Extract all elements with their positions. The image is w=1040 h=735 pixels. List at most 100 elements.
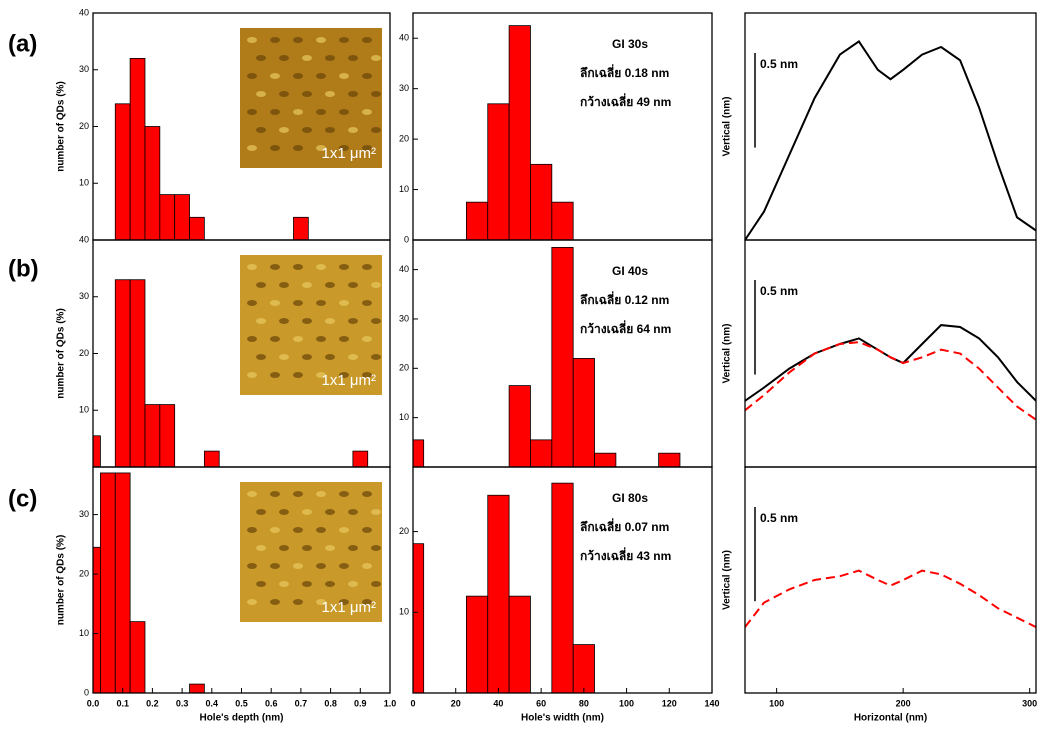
afm-feature [247,264,257,270]
afm-feature [325,282,335,288]
afm-feature [316,563,326,569]
afm-feature [362,336,372,342]
y-tick-label: 30 [79,509,89,519]
afm-feature [362,264,372,270]
y-tick-label: 10 [399,184,409,194]
bar [488,495,509,693]
profile-line [745,41,1036,240]
afm-feature [256,55,266,61]
afm-feature [293,145,303,151]
x-tick-label: 140 [704,698,719,708]
bar [530,440,551,467]
scale-bar-label: 0.5 nm [760,511,798,525]
bar [160,405,175,467]
afm-feature [339,73,349,79]
y-tick-label: 30 [79,291,89,301]
x-tick-label: 120 [662,698,677,708]
afm-feature [256,354,266,360]
bar [175,195,190,240]
plot [745,571,1036,628]
afm-feature [293,372,303,378]
bar [100,473,115,693]
x-tick-label: 100 [619,698,634,708]
afm-feature [316,527,326,533]
x-tick-label: 0.5 [235,698,248,708]
afm-feature [247,300,257,306]
bar [115,280,130,467]
annotation: GI 80s [612,491,648,505]
x-tick-label: 40 [493,698,503,708]
bar [293,217,308,240]
afm-feature [270,527,280,533]
y-tick-label: 10 [79,628,89,638]
afm-feature [256,282,266,288]
afm-feature [279,318,289,324]
afm-feature [371,55,381,61]
afm-feature [325,55,335,61]
x-tick-label: 80 [579,698,589,708]
x-tick-label: 0.4 [206,698,219,708]
afm-feature [279,282,289,288]
bar [552,202,573,240]
y-tick-label: 0 [84,687,89,697]
afm-feature [371,282,381,288]
y-tick-label: 40 [79,234,89,244]
afm-feature [256,91,266,97]
bar [530,164,551,240]
afm-feature [362,73,372,79]
plot [745,325,1036,420]
afm-feature [339,563,349,569]
y-tick-label: 0 [404,234,409,244]
x-tick-label: 200 [896,698,911,708]
afm-feature [371,545,381,551]
afm-feature [339,300,349,306]
afm-feature [316,336,326,342]
afm-feature [293,491,303,497]
afm-feature [256,318,266,324]
afm-feature [256,545,266,551]
bar [160,195,175,240]
afm-feature [316,264,326,270]
plot-frame [745,13,1036,240]
plot [402,247,680,467]
afm-feature [339,37,349,43]
afm-feature [293,73,303,79]
annotation: ลึกเฉลี่ย 0.12 nm [580,291,669,307]
afm-feature [316,491,326,497]
afm-feature [293,336,303,342]
figure: (a) (b) (c) 10203040number of QDs (%)1x1… [0,0,1040,735]
afm-feature [371,354,381,360]
afm-feature [247,372,257,378]
bar [595,453,616,467]
annotation: กว้างเฉลี่ย 49 nm [580,93,671,109]
x-tick-label: 0.7 [295,698,308,708]
y-tick-label: 30 [399,313,409,323]
afm-feature [302,509,312,515]
afm-feature [247,37,257,43]
afm-feature [247,563,257,569]
afm-feature [339,336,349,342]
plot [466,26,573,240]
afm-feature [348,509,358,515]
y-tick-label: 20 [79,121,89,131]
afm-feature [279,127,289,133]
afm-feature [293,563,303,569]
afm-feature [339,264,349,270]
afm-feature [325,509,335,515]
bar [130,58,145,240]
bar [466,596,487,693]
afm-feature [348,354,358,360]
y-tick-label: 20 [79,568,89,578]
panel-label: (a) [8,30,37,57]
afm-feature [371,91,381,97]
inset-label: 1x1 μm² [322,372,377,389]
afm-feature [270,264,280,270]
y-tick-label: 10 [399,607,409,617]
annotation: GI 30s [612,37,648,51]
plot [745,41,1036,240]
afm-feature [302,581,312,587]
afm-feature [371,127,381,133]
y-tick-label: 10 [79,405,89,415]
annotation: GI 40s [612,264,648,278]
bar [145,405,160,467]
